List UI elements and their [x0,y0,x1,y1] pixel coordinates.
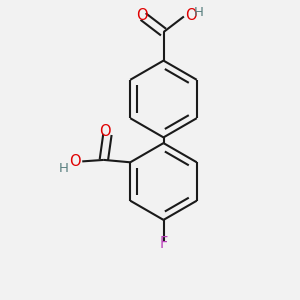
Text: O: O [99,124,111,140]
Text: O: O [185,8,197,22]
Text: O: O [136,8,147,22]
Text: H: H [194,6,203,19]
Text: O: O [69,154,81,169]
Text: F: F [159,236,168,251]
Text: H: H [59,162,69,175]
